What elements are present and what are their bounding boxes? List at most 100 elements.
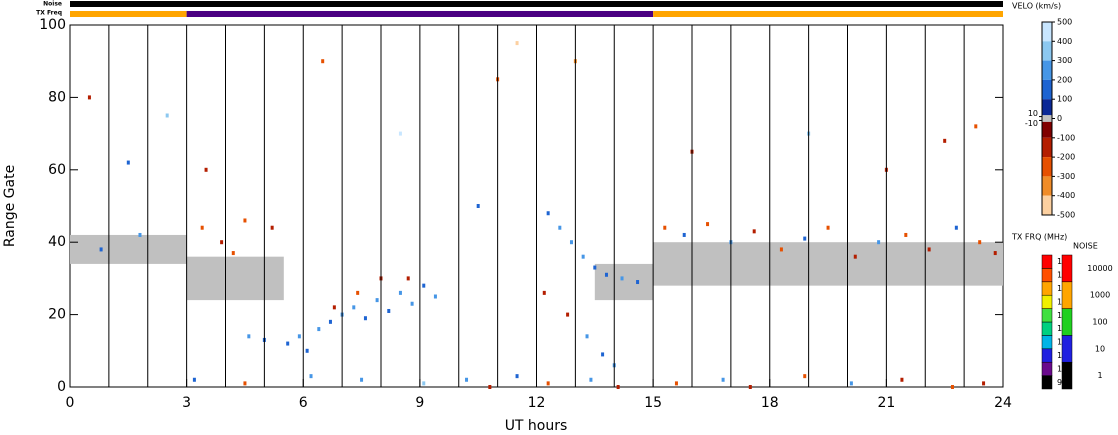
echo — [200, 225, 204, 230]
velocity-swatch — [1042, 157, 1052, 177]
echo — [410, 301, 414, 306]
echo — [231, 251, 235, 256]
x-tick-label: 9 — [415, 395, 424, 411]
y-tick-label: 80 — [48, 89, 66, 105]
echo — [748, 385, 752, 389]
echo — [352, 305, 356, 310]
y-tick-label: 20 — [48, 307, 66, 323]
echo — [849, 381, 853, 386]
echo — [305, 348, 309, 353]
echo — [321, 59, 325, 64]
noise_scale-swatch — [1061, 254, 1073, 283]
echo — [585, 334, 589, 339]
velocity-tick-label: -400 — [1057, 191, 1075, 200]
echo — [297, 334, 301, 339]
velocity-swatch — [1042, 22, 1052, 42]
velocity-tick-label: -100 — [1057, 133, 1075, 142]
y-tick-label: 0 — [57, 379, 66, 395]
echo — [387, 308, 391, 313]
echo — [779, 247, 783, 252]
echo — [721, 377, 725, 382]
tx_scale-swatch — [1041, 348, 1053, 363]
velocity-tick-label: -200 — [1057, 153, 1075, 162]
tx-bar-label: TX Freq — [36, 10, 62, 17]
echo — [558, 225, 562, 230]
echo — [87, 95, 91, 100]
echo — [674, 381, 678, 386]
tx_scale-swatch — [1041, 268, 1053, 283]
noise_scale-swatch — [1061, 335, 1073, 363]
echo — [317, 327, 321, 332]
echo — [270, 225, 274, 230]
echo — [616, 385, 620, 389]
echo — [954, 225, 958, 230]
zero-band — [1042, 115, 1052, 122]
x-tick-label: 24 — [994, 395, 1012, 411]
noise_scale-swatch — [1061, 281, 1073, 309]
echo — [569, 240, 573, 245]
echo — [356, 290, 360, 295]
echo — [204, 167, 208, 172]
tx_scale-label: 9 — [1057, 378, 1062, 387]
noise-bar — [70, 1, 1003, 7]
tx-segment — [653, 11, 1003, 17]
echo — [398, 290, 402, 295]
echo — [363, 316, 367, 321]
tx-segment — [70, 11, 187, 17]
echo — [515, 374, 519, 379]
noise_scale-label: 1 — [1097, 371, 1102, 380]
echo — [978, 240, 982, 245]
echo — [243, 218, 247, 223]
velocity-tick-label: 100 — [1057, 95, 1072, 104]
echo — [853, 254, 857, 259]
echo — [593, 265, 597, 270]
echo — [904, 232, 908, 237]
tx_scale-swatch — [1041, 294, 1053, 309]
echo — [993, 251, 997, 256]
echo — [433, 294, 437, 299]
velocity-swatch — [1042, 137, 1052, 158]
echo — [803, 236, 807, 241]
velocity-tick-label: 500 — [1057, 18, 1072, 27]
noise-bar-label: Noise — [43, 1, 62, 8]
echo — [566, 312, 570, 317]
tx_scale-swatch — [1041, 361, 1053, 376]
noise_scale-swatch — [1061, 308, 1073, 336]
echo — [476, 204, 480, 208]
tx_scale-swatch — [1041, 308, 1053, 323]
tx_scale-swatch — [1041, 335, 1053, 350]
y-tick-label: 60 — [48, 162, 66, 178]
velocity-tick-label: 200 — [1057, 75, 1072, 84]
echo — [950, 385, 954, 389]
echo — [360, 377, 364, 382]
echo — [663, 225, 667, 230]
echo — [620, 276, 624, 281]
echo — [877, 240, 881, 245]
tx-title: TX FRQ (MHz) — [1011, 233, 1067, 242]
zero-band-label: -10 — [1025, 119, 1038, 128]
echo — [126, 160, 130, 165]
noise-title: NOISE — [1073, 242, 1098, 251]
velocity-swatch — [1042, 118, 1052, 138]
echo — [220, 240, 224, 245]
echo — [165, 113, 169, 118]
noise_scale-label: 10 — [1095, 344, 1105, 353]
echo — [99, 247, 103, 252]
echo — [422, 283, 426, 288]
echo — [488, 385, 492, 389]
tx_scale-swatch — [1041, 281, 1053, 296]
y-tick-label: 100 — [39, 17, 66, 33]
x-tick-label: 12 — [528, 395, 546, 411]
echo — [515, 41, 519, 46]
y-tick-label: 40 — [48, 234, 66, 250]
x-tick-label: 18 — [761, 395, 779, 411]
echo — [601, 352, 605, 357]
echo — [192, 377, 196, 382]
velocity-tick-label: -500 — [1057, 211, 1075, 220]
tx_scale-swatch — [1041, 321, 1053, 336]
ground-scatter — [186, 256, 284, 301]
echo — [328, 319, 332, 324]
velocity-title: VELO (km/s) — [1012, 2, 1061, 11]
